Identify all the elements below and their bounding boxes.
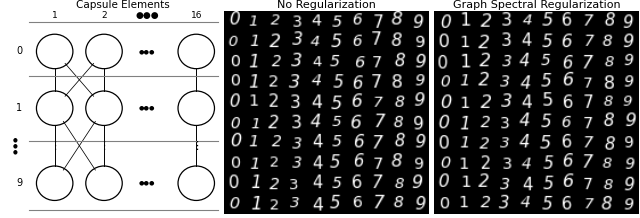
Text: 9: 9 — [16, 178, 22, 188]
Text: ⋮: ⋮ — [99, 141, 109, 151]
Text: 2: 2 — [101, 12, 107, 20]
Text: ●●●: ●●● — [139, 106, 155, 111]
Text: ●●●: ●●● — [135, 12, 159, 20]
Text: 0: 0 — [16, 46, 22, 56]
Title: No Regularization: No Regularization — [276, 0, 376, 10]
Text: ●●●: ●●● — [139, 49, 155, 54]
Text: 1: 1 — [52, 12, 58, 20]
Text: ⋮: ⋮ — [191, 141, 202, 151]
Text: Capsule Elements: Capsule Elements — [76, 0, 170, 10]
Text: ●●●: ●●● — [139, 181, 155, 186]
Text: 1: 1 — [16, 103, 22, 113]
Text: ⋮: ⋮ — [49, 141, 60, 151]
Text: 16: 16 — [191, 12, 202, 20]
Text: ●
●
●: ● ● ● — [13, 137, 17, 154]
Title: Graph Spectral Regularization: Graph Spectral Regularization — [452, 0, 620, 10]
